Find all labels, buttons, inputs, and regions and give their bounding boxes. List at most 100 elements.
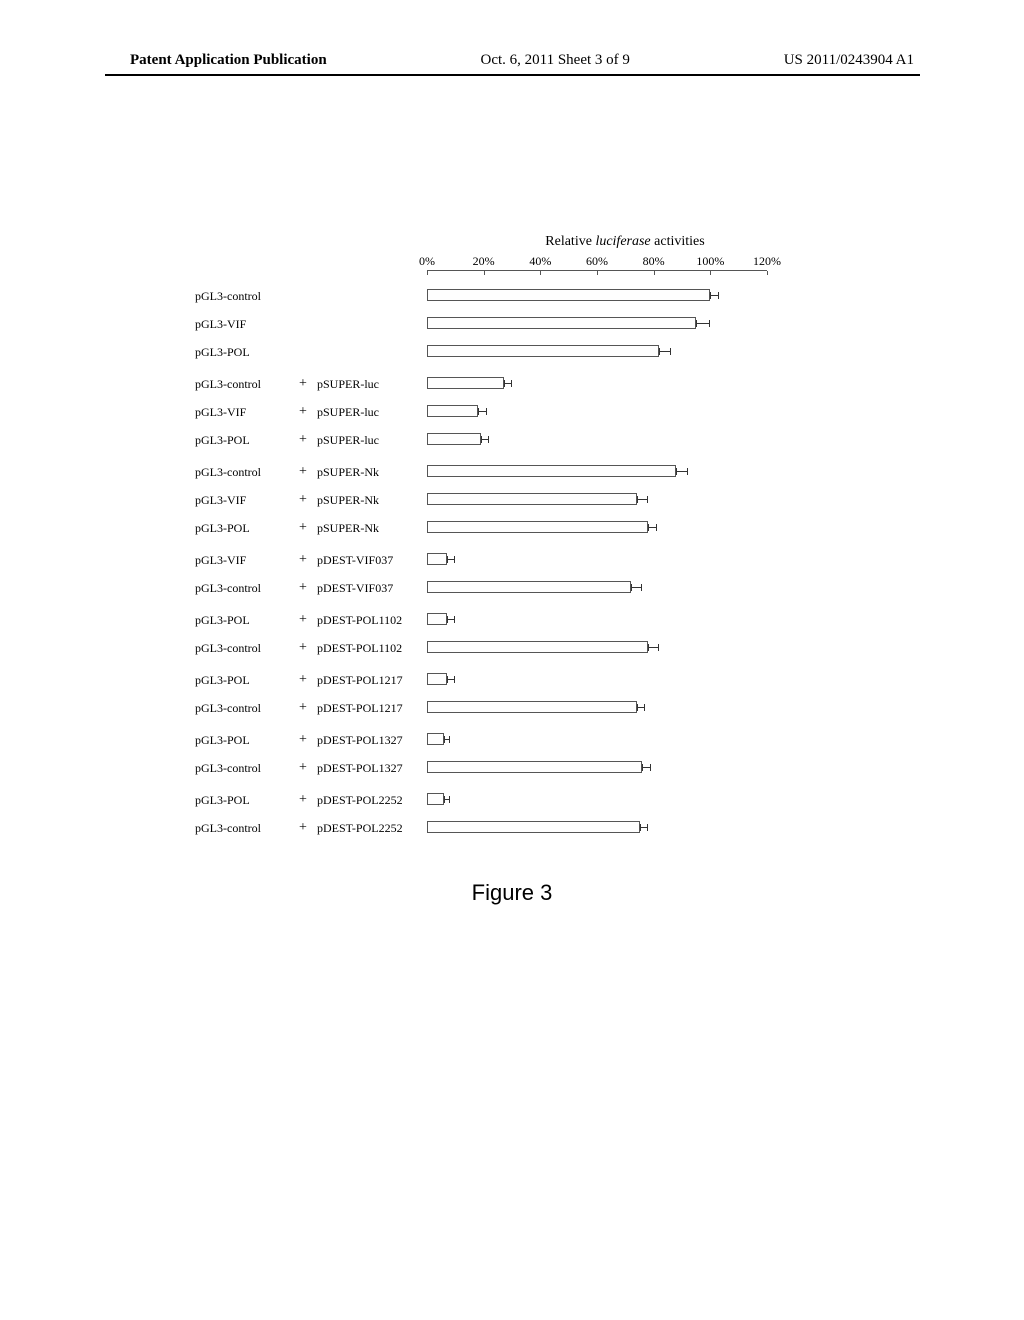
bar-row: pGL3-POL	[195, 338, 815, 366]
bar	[427, 433, 481, 445]
bar	[427, 405, 478, 417]
bar	[427, 613, 447, 625]
row-label-primary: pGL3-POL	[195, 793, 285, 808]
bar-row: pGL3-POL+pSUPER-luc	[195, 426, 815, 454]
axis-tick-label: 60%	[586, 254, 608, 269]
plus-icon: +	[295, 792, 311, 808]
bar-row: pGL3-VIF+pSUPER-luc	[195, 398, 815, 426]
bar-row: pGL3-control+pDEST-POL2252	[195, 814, 815, 842]
axis-tick-label: 0%	[419, 254, 435, 269]
axis-tick-label: 100%	[696, 254, 724, 269]
error-bar	[478, 411, 487, 412]
row-label-primary: pGL3-POL	[195, 613, 285, 628]
bar	[427, 465, 676, 477]
axis-tick	[484, 271, 485, 275]
plus-icon: +	[295, 464, 311, 480]
plus-icon: +	[295, 492, 311, 508]
row-label-secondary: pDEST-POL2252	[317, 793, 427, 808]
plus-icon: +	[295, 820, 311, 836]
row-label-secondary: pDEST-POL1102	[317, 641, 427, 656]
error-bar	[444, 799, 450, 800]
header-left: Patent Application Publication	[130, 52, 327, 69]
bar	[427, 581, 631, 593]
bar-row: pGL3-control+pSUPER-Nk	[195, 458, 815, 486]
axis-tick-label: 80%	[643, 254, 665, 269]
bar-area	[427, 613, 767, 627]
row-label-primary: pGL3-VIF	[195, 553, 285, 568]
bar-row: pGL3-control+pDEST-POL1327	[195, 754, 815, 782]
bar-row: pGL3-control+pDEST-VIF037	[195, 574, 815, 602]
bar-area	[427, 345, 767, 359]
bar-row: pGL3-control + pDEST-POL1102	[195, 634, 815, 662]
bar-area	[427, 433, 767, 447]
error-bar	[659, 351, 670, 352]
bar	[427, 701, 637, 713]
error-bar	[642, 767, 651, 768]
bar	[427, 493, 637, 505]
bar	[427, 345, 659, 357]
error-bar	[637, 499, 648, 500]
plus-icon: +	[295, 432, 311, 448]
bar-area	[427, 405, 767, 419]
axis-tick	[540, 271, 541, 275]
plus-icon: +	[295, 672, 311, 688]
error-bar	[631, 587, 642, 588]
row-label-secondary: pSUPER-luc	[317, 433, 427, 448]
row-label-primary: pGL3-POL	[195, 733, 285, 748]
row-label-primary: pGL3-VIF	[195, 405, 285, 420]
row-label-primary: pGL3-control	[195, 761, 285, 776]
row-label-primary: pGL3-control	[195, 465, 285, 480]
bar	[427, 761, 642, 773]
bar	[427, 673, 447, 685]
bar-row: pGL3-VIF+pDEST-VIF037	[195, 546, 815, 574]
bar-row: pGL3-VIF+pSUPER-Nk	[195, 486, 815, 514]
plus-icon: +	[295, 580, 311, 596]
bar-area	[427, 521, 767, 535]
bar-area	[427, 553, 767, 567]
bar-row: pGL3-control+pSUPER-luc	[195, 370, 815, 398]
row-label-secondary: pSUPER-luc	[317, 377, 427, 392]
row-label-secondary: pDEST-POL1217	[317, 673, 427, 688]
error-bar	[447, 619, 456, 620]
bar-area	[427, 673, 767, 687]
row-label-secondary: pDEST-POL1217	[317, 701, 427, 716]
row-label-secondary: pSUPER-Nk	[317, 493, 427, 508]
plus-icon: +	[295, 404, 311, 420]
bar-area	[427, 493, 767, 507]
axis-tick	[710, 271, 711, 275]
x-axis-ticks	[427, 270, 767, 276]
bar	[427, 553, 447, 565]
chart-title-suffix: activities	[651, 234, 705, 249]
bar	[427, 289, 710, 301]
chart-title-italic: luciferase	[595, 234, 650, 249]
row-label-primary: pGL3-control	[195, 641, 285, 656]
row-label-primary: pGL3-POL	[195, 521, 285, 536]
x-axis-labels: 0%20%40%60%80%100%120%	[427, 254, 767, 270]
plus-icon: +	[295, 376, 311, 392]
error-bar	[481, 439, 490, 440]
bar-row: pGL3-POL+pDEST-POL1102	[195, 606, 815, 634]
bar-area	[427, 701, 767, 715]
row-label-primary: pGL3-POL	[195, 345, 285, 360]
bar-area	[427, 289, 767, 303]
error-bar	[447, 559, 456, 560]
axis-tick	[597, 271, 598, 275]
plus-icon: +	[295, 552, 311, 568]
bar	[427, 377, 504, 389]
plus-icon: +	[295, 700, 311, 716]
error-bar	[696, 323, 710, 324]
bar-area	[427, 733, 767, 747]
error-bar	[504, 383, 513, 384]
axis-tick	[767, 271, 768, 275]
axis-tick	[654, 271, 655, 275]
bar-area	[427, 581, 767, 595]
bar-row: pGL3-VIF	[195, 310, 815, 338]
plus-icon: +	[295, 612, 311, 628]
chart-title-prefix: Relative	[545, 234, 595, 249]
bar-area	[427, 761, 767, 775]
row-label-primary: pGL3-control	[195, 289, 285, 304]
bar	[427, 641, 648, 653]
row-label-secondary: pDEST-POL1327	[317, 761, 427, 776]
bar-area	[427, 641, 767, 655]
plus-icon: +	[295, 640, 311, 656]
